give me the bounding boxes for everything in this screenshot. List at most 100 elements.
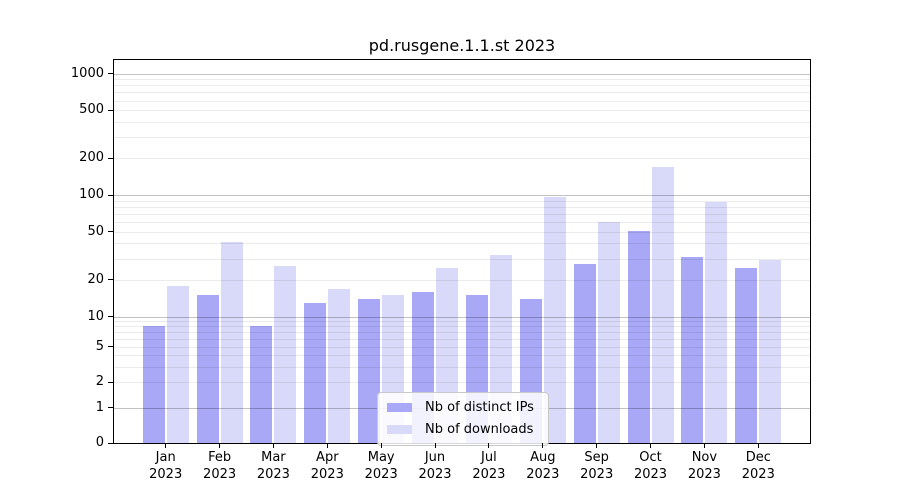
y-tick-label-2: 2 — [95, 374, 104, 390]
bar-ips-apr — [304, 302, 327, 443]
x-tick-label-nov: Nov 2023 — [687, 450, 721, 482]
gridline-7 — [114, 332, 810, 333]
y-tick-mark-1 — [108, 407, 113, 409]
bar-downloads-nov — [705, 201, 728, 443]
y-tick-mark-0 — [108, 442, 113, 444]
bar-ips-feb — [196, 295, 219, 443]
gridline-6 — [114, 338, 810, 340]
x-tick-mark-may — [380, 443, 382, 448]
x-tick-label-mar: Mar 2023 — [256, 450, 290, 482]
bar-downloads-dec — [759, 260, 782, 443]
x-tick-label-jun: Jun 2023 — [418, 450, 452, 482]
gridline-70 — [114, 213, 810, 215]
grid-layer — [114, 60, 810, 443]
x-tick-mark-jan — [165, 443, 167, 448]
y-tick-label-50: 50 — [87, 223, 104, 239]
x-tick-mark-mar — [272, 443, 274, 448]
x-tick-label-feb: Feb 2023 — [203, 450, 237, 482]
x-tick-mark-sep — [596, 443, 598, 448]
gridline-80 — [114, 206, 810, 208]
gridline-90 — [114, 200, 810, 202]
x-tick-label-oct: Oct 2023 — [633, 450, 668, 482]
y-tick-label-500: 500 — [79, 102, 104, 118]
y-tick-label-200: 200 — [79, 150, 104, 166]
y-tick-mark-1000 — [108, 73, 113, 74]
gridline-100 — [114, 195, 810, 196]
legend-item-downloads: Nb of downloads — [387, 420, 534, 439]
bar-ips-oct — [627, 230, 650, 443]
gridline-700 — [114, 92, 810, 94]
x-tick-mark-apr — [326, 443, 328, 448]
bar-ips-dec — [735, 268, 758, 443]
y-tick-mark-20 — [108, 279, 113, 281]
gridline-60 — [114, 222, 810, 223]
gridline-20 — [114, 279, 810, 281]
y-tick-label-20: 20 — [87, 271, 104, 287]
bar-downloads-mar — [274, 266, 297, 443]
gridline-10 — [114, 316, 810, 318]
y-tick-mark-10 — [108, 316, 113, 317]
x-tick-label-jul: Jul 2023 — [472, 450, 506, 482]
x-tick-mark-aug — [542, 443, 544, 448]
legend-swatch-downloads — [387, 425, 412, 434]
y-tick-mark-100 — [108, 194, 113, 196]
gridline-4 — [114, 355, 810, 357]
y-tick-label-1000: 1000 — [70, 65, 104, 81]
bar-downloads-apr — [328, 288, 351, 443]
plot-area: Nb of distinct IPs Nb of downloads — [113, 59, 811, 446]
legend-item-distinct-ips: Nb of distinct IPs — [387, 398, 534, 417]
gridline-900 — [114, 79, 810, 81]
gridline-600 — [114, 100, 810, 102]
y-tick-mark-2 — [108, 381, 113, 383]
bar-downloads-aug — [543, 197, 566, 443]
x-tick-mark-dec — [757, 443, 759, 448]
gridline-40 — [114, 243, 810, 245]
legend: Nb of distinct IPs Nb of downloads — [377, 392, 549, 446]
y-tick-label-100: 100 — [79, 187, 104, 202]
gridline-5 — [114, 346, 810, 348]
x-tick-label-jan: Jan 2023 — [149, 450, 183, 482]
x-tick-mark-jun — [434, 443, 436, 448]
gridline-3 — [114, 366, 810, 368]
x-tick-mark-nov — [703, 443, 705, 448]
y-tick-mark-50 — [108, 231, 113, 233]
legend-label-downloads: Nb of downloads — [425, 422, 534, 437]
gridline-2 — [114, 382, 810, 384]
gridline-300 — [114, 137, 810, 138]
gridline-8 — [114, 326, 810, 328]
gridline-500 — [114, 110, 810, 112]
gridline-50 — [114, 231, 810, 233]
bar-ips-may — [358, 298, 381, 443]
gridline-1000 — [114, 73, 810, 75]
x-tick-mark-feb — [219, 443, 221, 448]
x-tick-label-apr: Apr 2023 — [310, 450, 344, 482]
x-tick-mark-jul — [488, 443, 490, 448]
chart-title: pd.rusgene.1.1.st 2023 — [368, 36, 556, 55]
y-tick-mark-500 — [108, 109, 113, 111]
bar-downloads-oct — [651, 167, 674, 443]
gridline-30 — [114, 258, 810, 260]
x-tick-label-aug: Aug 2023 — [526, 450, 560, 482]
bar-downloads-sep — [597, 222, 620, 443]
y-tick-label-5: 5 — [95, 338, 104, 354]
x-tick-label-sep: Sep 2023 — [580, 450, 614, 482]
y-tick-mark-5 — [108, 346, 113, 348]
bar-downloads-feb — [220, 242, 243, 443]
bar-ips-nov — [681, 256, 704, 443]
y-tick-label-0: 0 — [95, 435, 104, 450]
gridline-9 — [114, 321, 810, 323]
bar-downloads-jan — [166, 285, 189, 443]
y-tick-label-1: 1 — [95, 399, 104, 415]
y-tick-label-10: 10 — [87, 308, 104, 324]
legend-swatch-distinct-ips — [387, 403, 412, 412]
y-tick-mark-200 — [108, 157, 113, 159]
gridline-800 — [114, 85, 810, 87]
gridline-200 — [114, 158, 810, 160]
bar-ips-jan — [142, 326, 165, 443]
gridline-400 — [114, 121, 810, 123]
x-tick-label-dec: Dec 2023 — [741, 450, 775, 482]
x-tick-label-may: May 2023 — [364, 450, 398, 482]
x-tick-mark-oct — [650, 443, 651, 448]
legend-label-distinct-ips: Nb of distinct IPs — [425, 400, 534, 415]
